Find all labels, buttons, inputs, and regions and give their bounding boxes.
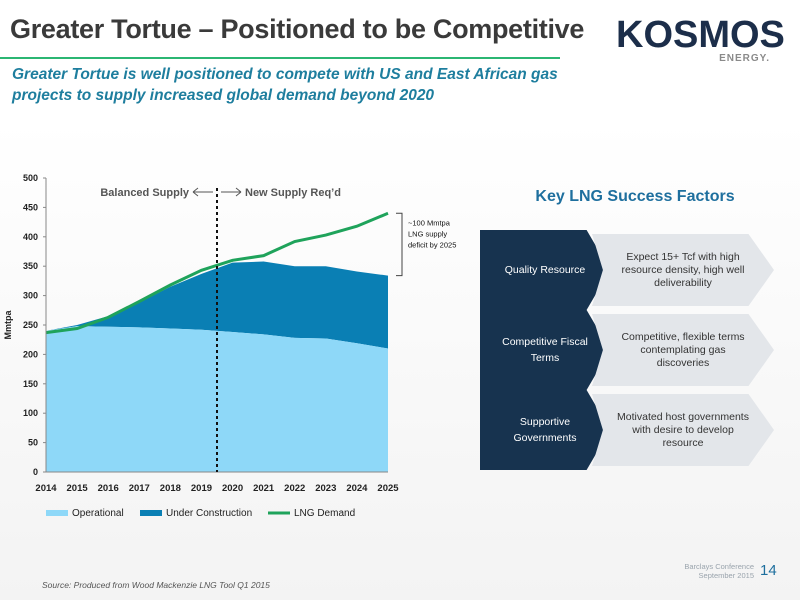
title-rule — [0, 57, 560, 59]
logo-subtext: ENERGY. — [719, 53, 770, 64]
page-subtitle: Greater Tortue is well positioned to com… — [12, 66, 558, 104]
left-arrow-icon — [192, 187, 213, 197]
x-tick-label: 2023 — [315, 483, 336, 494]
x-tick-label: 2015 — [67, 483, 89, 494]
right-arrow-icon — [221, 187, 242, 197]
new-supply-label: New Supply Req’d — [245, 187, 341, 199]
deficit-annotation: ~100 Mmtpa — [408, 218, 451, 227]
deficit-annotation: LNG supply — [408, 229, 447, 238]
success-factor-label-box: Supportive Governments — [480, 390, 610, 470]
success-factor-label-box: Competitive Fiscal Terms — [480, 310, 610, 390]
y-tick-label: 50 — [28, 438, 38, 448]
legend-label: Operational — [72, 508, 124, 519]
x-tick-label: 2020 — [222, 483, 243, 494]
y-tick-label: 150 — [23, 379, 38, 389]
success-factor-label: Quality Resource — [504, 264, 586, 276]
success-factor-label-box: Quality Resource — [480, 230, 610, 310]
success-factor-row: Supportive Governments Motivated host go… — [480, 390, 780, 470]
success-factor-row: Quality Resource Expect 15+ Tcf with hig… — [480, 230, 780, 310]
y-tick-label: 450 — [23, 202, 38, 212]
x-tick-label: 2021 — [253, 483, 275, 494]
legend-swatch — [46, 510, 68, 516]
y-tick-label: 300 — [23, 291, 38, 301]
conference-line: Barclays Conference — [684, 562, 754, 571]
x-tick-label: 2024 — [346, 483, 368, 494]
y-tick-label: 0 — [33, 467, 38, 477]
x-tick-label: 2018 — [160, 483, 181, 494]
y-axis-label: Mmtpa — [3, 310, 13, 340]
y-tick-label: 500 — [23, 173, 38, 183]
conference-label: Barclays Conference September 2015 — [660, 562, 754, 580]
deficit-bracket — [396, 212, 403, 277]
success-factors-title: Key LNG Success Factors — [535, 188, 735, 205]
x-tick-label: 2017 — [129, 483, 150, 494]
y-tick-label: 100 — [23, 408, 38, 418]
x-tick-label: 2016 — [98, 483, 119, 494]
success-factor-label: Supportive Governments — [513, 416, 577, 444]
legend-label: LNG Demand — [294, 508, 355, 519]
conference-line: September 2015 — [698, 571, 754, 580]
lng-demand-line — [45, 211, 389, 335]
y-tick-label: 200 — [23, 349, 38, 359]
deficit-annotation: deficit by 2025 — [408, 240, 456, 249]
x-tick-label: 2022 — [284, 483, 305, 494]
success-factor-detail-box: Expect 15+ Tcf with high resource densit… — [592, 234, 774, 306]
page-title: Greater Tortue – Positioned to be Compet… — [10, 14, 585, 44]
x-tick-label: 2019 — [191, 483, 212, 494]
lng-supply-demand-chart: 0 50 100 150 200 250 300 350 400 450 500 2014 2015 20… — [3, 173, 456, 519]
x-tick-label: 2014 — [35, 483, 57, 494]
x-tick-label: 2025 — [377, 483, 399, 494]
success-factor-detail-box: Competitive, flexible terms contemplatin… — [592, 314, 774, 386]
balanced-supply-label: Balanced Supply — [100, 187, 190, 199]
y-tick-label: 250 — [23, 320, 38, 330]
source-note: Source: Produced from Wood Mackenzie LNG… — [42, 580, 270, 590]
success-factor-detail: Expect 15+ Tcf with high resource densit… — [621, 250, 745, 289]
success-factor-detail-box: Motivated host governments with desire t… — [592, 394, 774, 466]
y-tick-label: 350 — [23, 261, 38, 271]
legend-label: Under Construction — [166, 508, 252, 519]
success-factor-detail: Motivated host governments with desire t… — [617, 410, 749, 449]
page-number: 14 — [760, 562, 777, 579]
success-factor-row: Competitive Fiscal Terms Competitive, fl… — [480, 310, 780, 390]
y-tick-label: 400 — [23, 232, 38, 242]
legend-swatch — [140, 510, 162, 516]
kosmos-logo: KOSMOS ENERGY. — [616, 14, 786, 66]
under-construction-area — [46, 261, 388, 349]
success-factor-label: Competitive Fiscal Terms — [502, 336, 588, 364]
success-factor-detail: Competitive, flexible terms contemplatin… — [621, 330, 745, 369]
logo-text: KOSMOS — [616, 14, 785, 56]
